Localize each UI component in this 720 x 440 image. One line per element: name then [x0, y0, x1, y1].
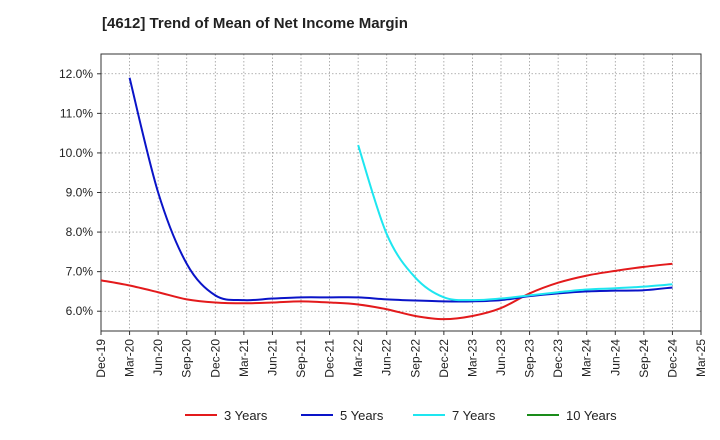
x-tick-label: Dec-22 — [437, 339, 451, 378]
x-tick-label: Mar-23 — [465, 339, 479, 377]
series-line-7-years — [357, 144, 673, 302]
x-tick-label: Jun-23 — [494, 339, 508, 376]
y-tick-label: 11.0% — [60, 106, 93, 120]
plot-area-border — [100, 53, 702, 332]
x-tick-label: Sep-23 — [523, 339, 537, 378]
series-line-5-years — [128, 77, 673, 303]
y-tick-label: 10.0% — [59, 146, 93, 160]
x-tick-label: Jun-20 — [151, 339, 165, 376]
x-tick-label: Jun-22 — [380, 339, 394, 376]
x-tick-label: Sep-20 — [180, 339, 194, 378]
y-tick-label: 6.0% — [66, 304, 94, 318]
y-tick-label: 7.0% — [66, 265, 94, 279]
x-tick-label: Mar-25 — [694, 339, 708, 377]
legend-label-5-years: 5 Years — [340, 408, 384, 423]
x-tick-label: Dec-23 — [551, 339, 565, 378]
y-tick-label: 8.0% — [66, 225, 94, 239]
x-tick-label: Mar-22 — [351, 339, 365, 377]
x-tick-label: Dec-19 — [94, 339, 108, 378]
legend-label-7-years: 7 Years — [452, 408, 496, 423]
x-tick-label: Mar-24 — [580, 339, 594, 377]
series-line-3-years — [100, 262, 673, 321]
x-tick-label: Jun-21 — [265, 339, 279, 376]
x-tick-label: Sep-22 — [408, 339, 422, 378]
legend-label-10-years: 10 Years — [566, 408, 617, 423]
x-tick-label: Dec-21 — [323, 339, 337, 378]
x-tick-label: Mar-21 — [237, 339, 251, 377]
x-tick-label: Sep-21 — [294, 339, 308, 378]
x-tick-label: Sep-24 — [637, 339, 651, 378]
x-tick-label: Jun-24 — [608, 339, 622, 376]
legend-label-3-years: 3 Years — [224, 408, 268, 423]
chart-title: [4612] Trend of Mean of Net Income Margi… — [102, 15, 408, 32]
x-tick-label: Dec-20 — [208, 339, 222, 378]
y-tick-label: 12.0% — [59, 67, 93, 81]
x-tick-label: Mar-20 — [123, 339, 137, 377]
y-tick-label: 9.0% — [66, 186, 94, 200]
x-tick-label: Dec-24 — [665, 339, 679, 378]
